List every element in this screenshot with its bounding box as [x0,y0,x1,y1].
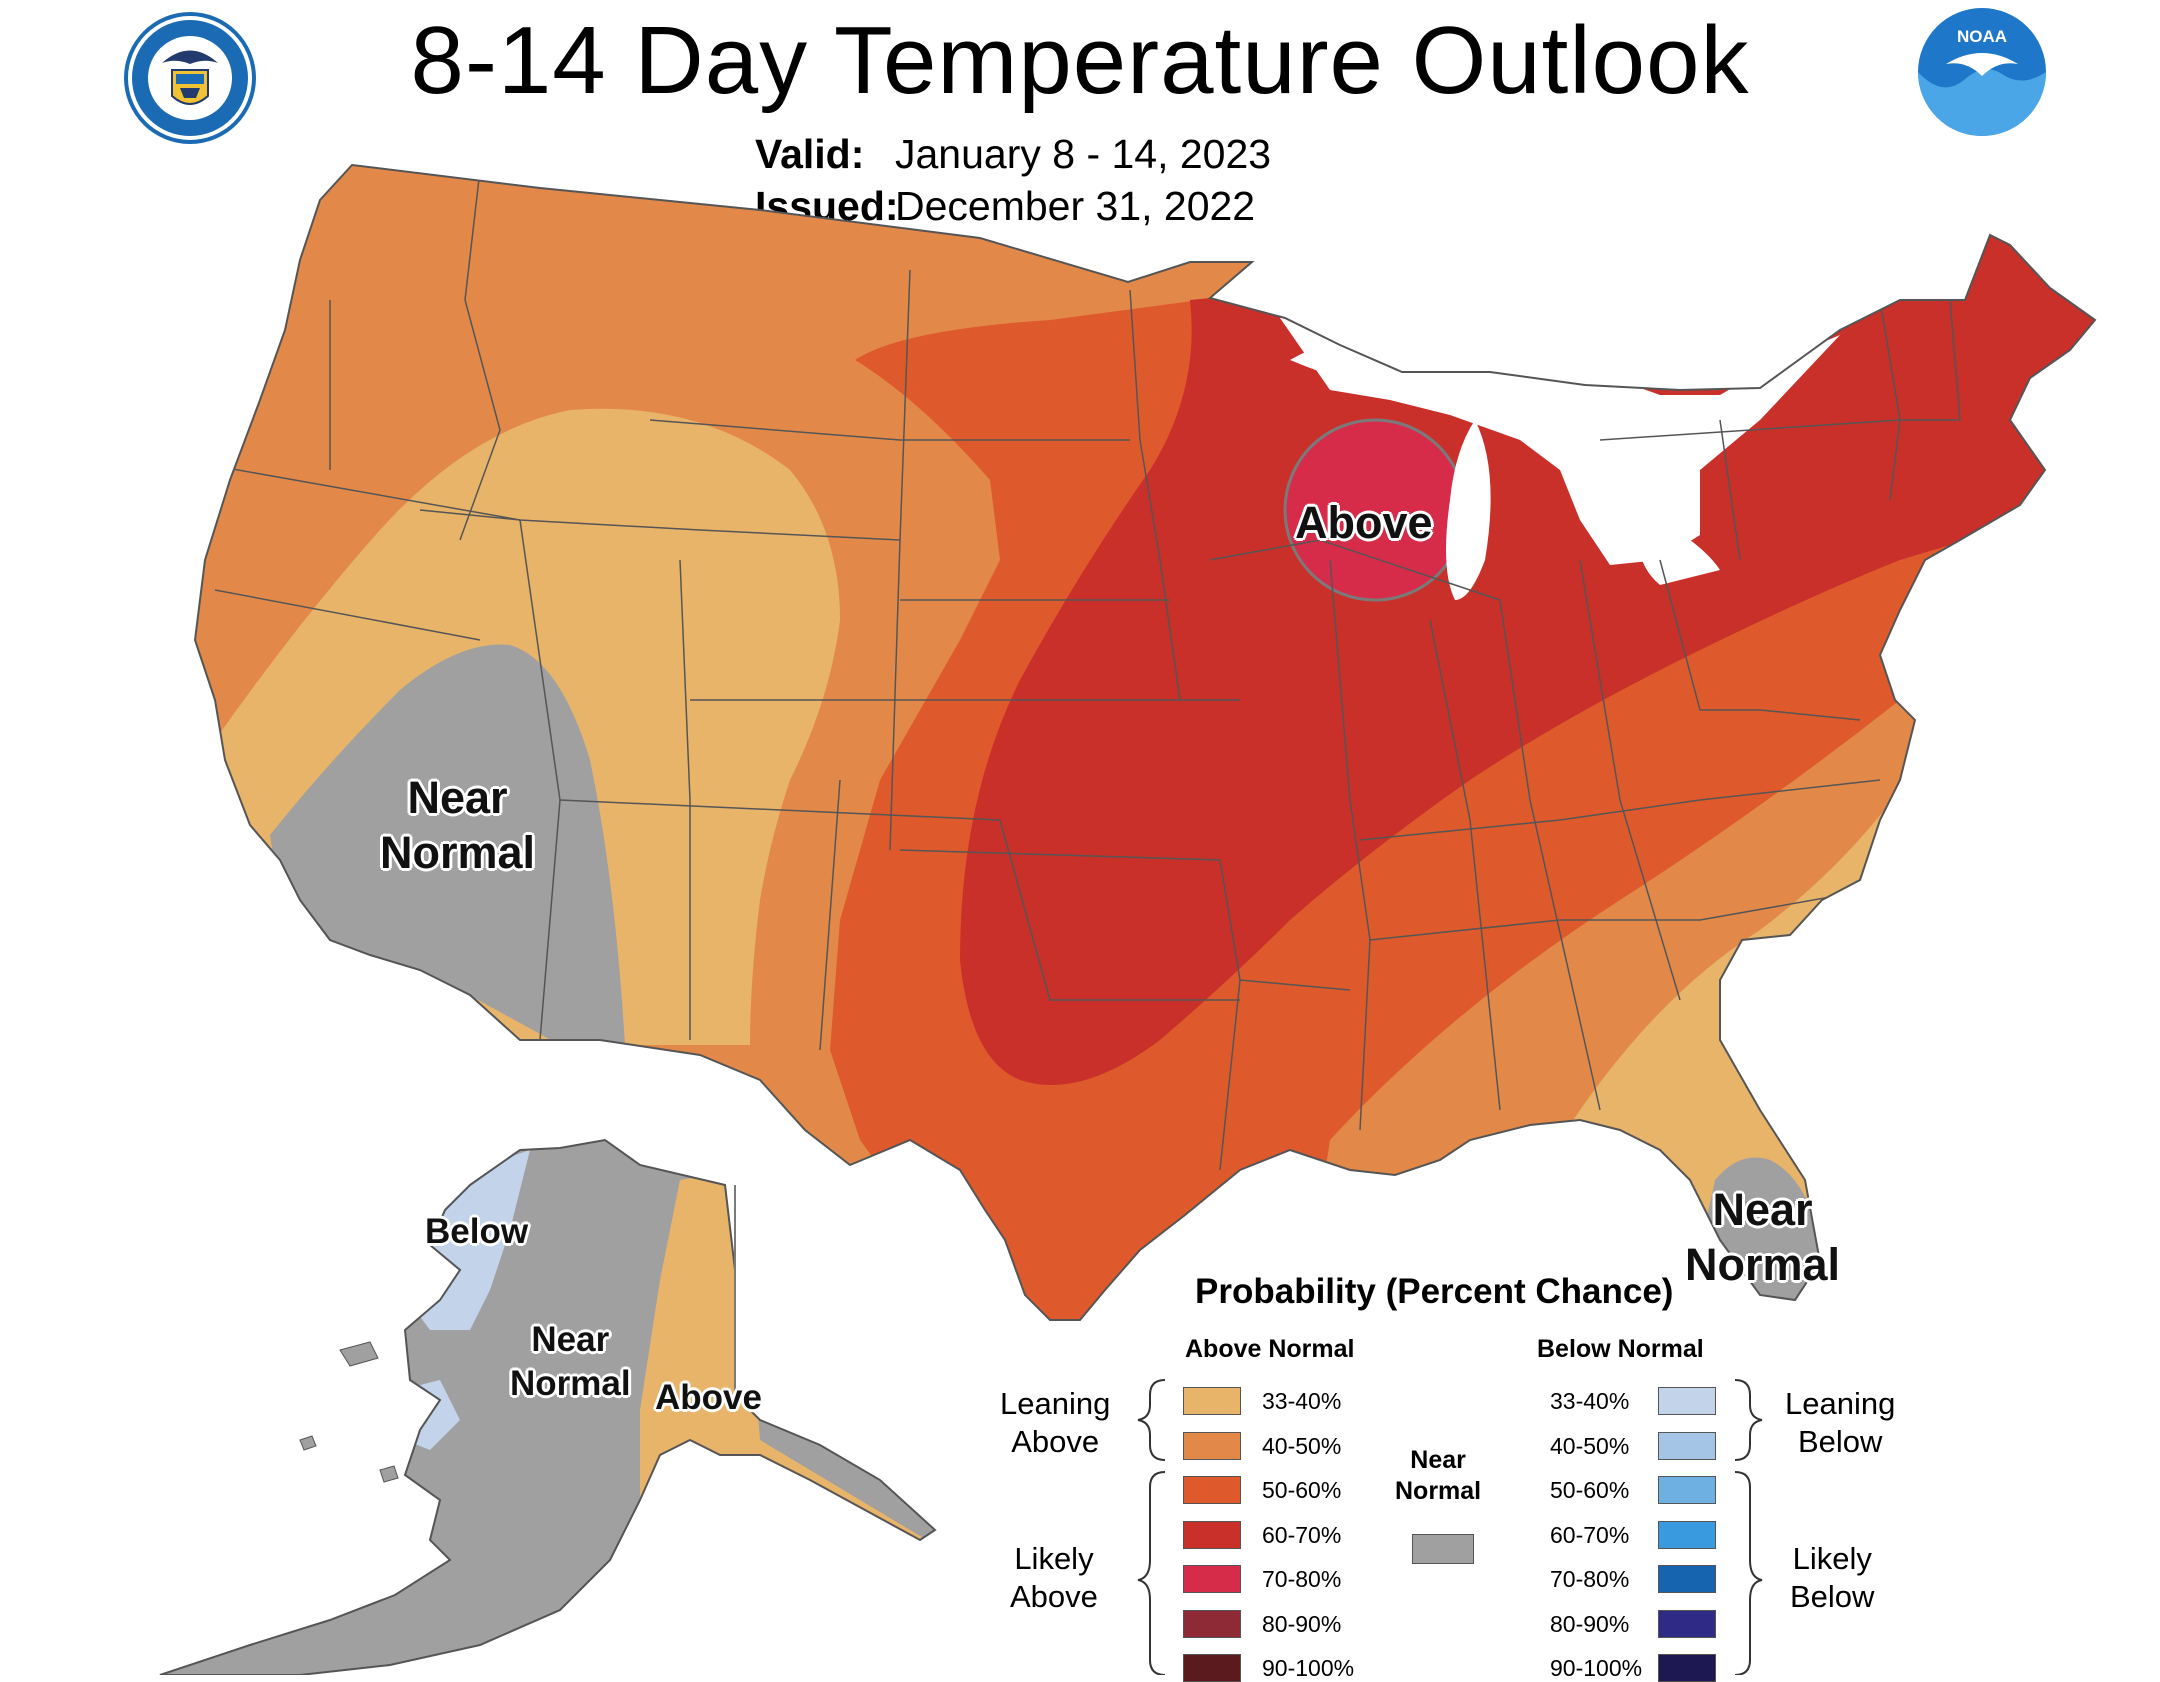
label-alaska-below: Below [425,1212,529,1251]
legend-below-swatch-0 [1658,1387,1716,1415]
legend-below-header: Below Normal [1537,1335,1704,1363]
doc-seal-icon [124,12,256,144]
legend-near-normal-label: Near Normal [1395,1446,1482,1505]
legend-near-normal-swatch [1412,1534,1474,1564]
legend-below-swatch-2 [1658,1476,1716,1504]
legend-below-label-3: 60-70% [1550,1521,1630,1548]
legend-above-label-4: 70-80% [1262,1566,1342,1592]
legend-above-label-2: 50-60% [1262,1477,1342,1503]
legend-below-swatch-5 [1658,1609,1716,1638]
legend-above-label-0: 33-40% [1262,1388,1342,1414]
legend-above-label-5: 80-90% [1262,1610,1342,1637]
label-above-midwest: Above [1295,497,1433,548]
label-near-normal-florida: Near Normal [1685,1184,1841,1290]
legend-above-swatch-3 [1183,1520,1241,1549]
legend-below-label-4: 70-80% [1550,1566,1630,1592]
legend-above-swatch-2 [1183,1476,1241,1504]
legend-below-label-1: 40-50% [1550,1432,1630,1459]
legend-above-swatch-4 [1183,1565,1241,1593]
legend-likely-below: Likely Below [1790,1541,1875,1614]
legend-leaning-below: Leaning Below [1785,1386,1896,1459]
legend-likely-above: Likely Above [1010,1541,1098,1614]
legend-below-swatch-4 [1658,1565,1716,1593]
legend-leaning-above: Leaning Above [1000,1386,1111,1459]
legend-above-header: Above Normal [1185,1335,1355,1363]
noaa-logo-icon: NOAA [1918,8,2046,136]
legend-above-swatch-1 [1183,1431,1241,1460]
legend-above-swatch-0 [1183,1387,1241,1415]
label-near-normal-southwest: Near Normal [380,772,536,878]
valid-label: Valid: [755,131,865,177]
issued-date: December 31, 2022 [895,183,1256,229]
legend-below-label-5: 80-90% [1550,1610,1630,1637]
legend-above-label-3: 60-70% [1262,1521,1342,1548]
label-alaska-near-normal: Near Normal [510,1320,631,1403]
noaa-logo-text: NOAA [1957,27,2007,46]
legend-title: Probability (Percent Chance) [1195,1272,1674,1311]
valid-dates: January 8 - 14, 2023 [895,131,1272,177]
legend-below-swatch-3 [1658,1520,1716,1549]
legend-below-label-2: 50-60% [1550,1477,1630,1503]
legend-above-swatch-5 [1183,1609,1241,1638]
valid-issued-block: Valid: January 8 - 14, 2023 Issued:Decemb… [755,128,1271,232]
legend-above-label-1: 40-50% [1262,1432,1342,1459]
legend-below-swatch-1 [1658,1431,1716,1460]
legend-below-label-0: 33-40% [1550,1388,1630,1414]
label-alaska-above: Above [655,1378,762,1417]
state-boundaries [209,169,1961,1171]
map-title: 8-14 Day Temperature Outlook [410,7,1750,114]
